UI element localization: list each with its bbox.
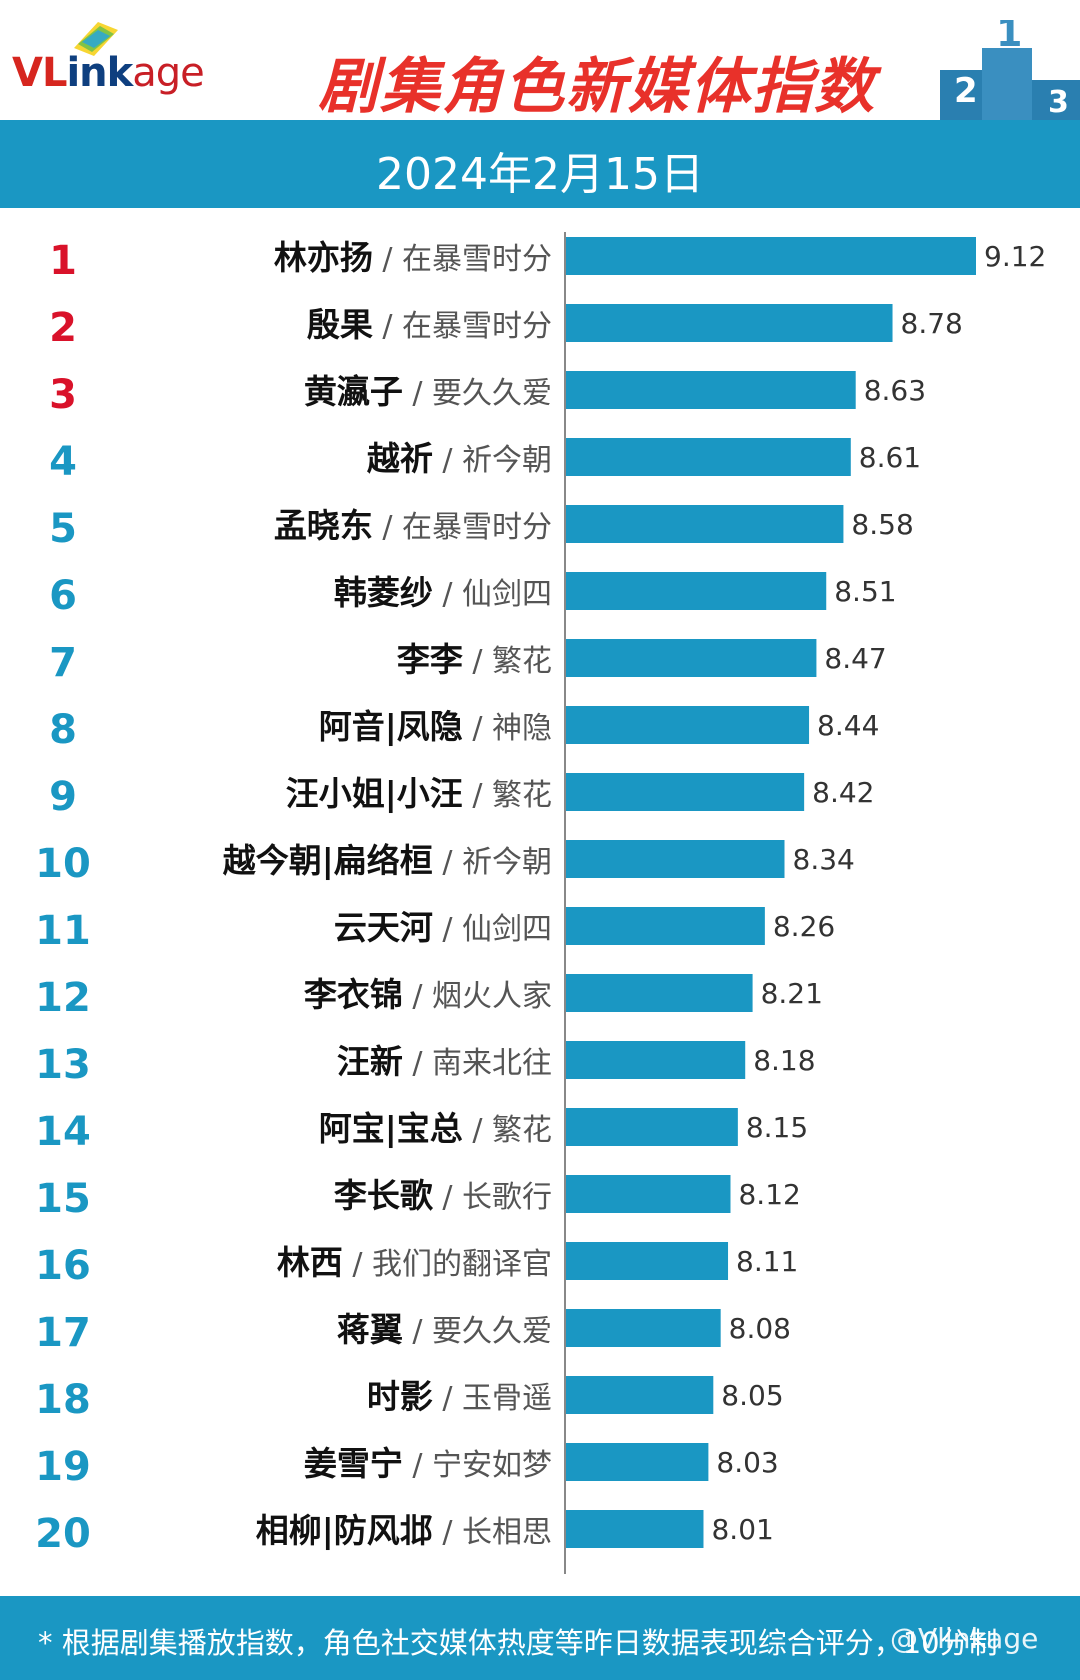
rank-label: 18 <box>35 1377 91 1423</box>
data-bar <box>566 371 856 409</box>
podium-label-1: 1 <box>996 20 1022 55</box>
category-label: 时影 / 玉骨遥 <box>367 1377 552 1416</box>
data-value-label: 8.42 <box>812 776 874 809</box>
rank-label: 16 <box>35 1243 91 1289</box>
data-value-label: 8.44 <box>817 709 879 742</box>
podium-label-3: 3 <box>1048 85 1069 120</box>
data-bar <box>566 572 827 610</box>
rank-label: 9 <box>49 774 77 820</box>
page-title: 剧集角色新媒体指数 <box>318 52 876 122</box>
brand-logo: VLinkage <box>12 50 205 96</box>
category-label: 韩菱纱 / 仙剑四 <box>334 573 552 612</box>
data-value-label: 9.12 <box>984 240 1046 273</box>
category-label: 林西 / 我们的翻译官 <box>277 1243 552 1282</box>
logo-mark-icon <box>74 22 118 56</box>
data-value-label: 8.61 <box>859 441 921 474</box>
data-bar <box>566 505 844 543</box>
rank-label: 3 <box>49 372 77 418</box>
rank-label: 12 <box>35 975 91 1021</box>
data-bar <box>566 237 976 275</box>
data-bar <box>566 1175 731 1213</box>
category-label: 李衣锦 / 烟火人家 <box>304 975 552 1014</box>
ranking-bar-chart: 1 林亦扬 / 在暴雪时分 9.12 2 殷果 / 在暴雪时分 8.78 3 黄瀛子 / 要久… <box>35 232 1046 1574</box>
category-label: 汪小姐|小汪 / 繁花 <box>286 774 552 813</box>
data-value-label: 8.01 <box>711 1513 773 1546</box>
rank-label: 11 <box>35 908 91 954</box>
data-bar <box>566 1041 746 1079</box>
data-value-label: 8.47 <box>824 642 886 675</box>
data-value-label: 8.63 <box>864 374 926 407</box>
category-label: 蒋翼 / 要久久爱 <box>337 1310 552 1349</box>
data-value-label: 8.26 <box>773 910 835 943</box>
logo-text-vl: VL <box>12 50 67 96</box>
data-bar <box>566 1443 709 1481</box>
data-value-label: 8.05 <box>721 1379 783 1412</box>
data-bar <box>566 706 810 744</box>
category-label: 姜雪宁 / 宁安如梦 <box>304 1444 552 1483</box>
rank-label: 17 <box>35 1310 91 1356</box>
logo-text-age: age <box>132 50 205 96</box>
data-bar <box>566 1309 721 1347</box>
data-value-label: 8.18 <box>753 1044 815 1077</box>
rank-label: 14 <box>35 1109 91 1155</box>
data-value-label: 8.21 <box>761 977 823 1010</box>
rank-label: 5 <box>49 506 77 552</box>
category-label: 阿音|凤隐 / 神隐 <box>319 707 552 746</box>
date-band <box>0 120 1080 208</box>
data-bar <box>566 773 805 811</box>
category-label: 越祈 / 祈今朝 <box>367 439 552 478</box>
category-label: 相柳|防风邶 / 长相思 <box>256 1511 552 1550</box>
data-bar <box>566 907 765 945</box>
category-label: 黄瀛子 / 要久久爱 <box>304 372 552 411</box>
data-bar <box>566 1242 729 1280</box>
data-value-label: 8.08 <box>729 1312 791 1345</box>
watermark: @Vlinkage <box>890 1622 1039 1655</box>
category-label: 殷果 / 在暴雪时分 <box>307 305 552 344</box>
data-value-label: 8.11 <box>736 1245 798 1278</box>
data-bar <box>566 840 785 878</box>
rank-label: 20 <box>35 1511 91 1557</box>
data-bar <box>566 438 851 476</box>
date-label: 2024年2月15日 <box>376 149 704 200</box>
category-label: 阿宝|宝总 / 繁花 <box>319 1109 552 1148</box>
category-label: 汪新 / 南来北往 <box>337 1042 552 1081</box>
data-value-label: 8.78 <box>901 307 963 340</box>
category-label: 云天河 / 仙剑四 <box>334 908 552 947</box>
rank-label: 13 <box>35 1042 91 1088</box>
category-label: 孟晓东 / 在暴雪时分 <box>274 506 552 545</box>
rank-label: 7 <box>49 640 77 686</box>
data-value-label: 8.58 <box>851 508 913 541</box>
data-value-label: 8.51 <box>834 575 896 608</box>
data-bar <box>566 304 893 342</box>
category-label: 李长歌 / 长歌行 <box>334 1176 552 1215</box>
data-value-label: 8.34 <box>793 843 855 876</box>
rank-label: 15 <box>35 1176 91 1222</box>
rank-label: 1 <box>49 238 77 284</box>
podium-icon: 2 1 3 <box>940 20 1080 120</box>
logo-text-ink: ink <box>66 50 133 96</box>
rank-label: 19 <box>35 1444 91 1490</box>
category-label: 林亦扬 / 在暴雪时分 <box>274 238 552 277</box>
data-bar <box>566 974 753 1012</box>
footnote: * 根据剧集播放指数，角色社交媒体热度等昨日数据表现综合评分，10分制 <box>38 1626 998 1660</box>
data-bar <box>566 1108 738 1146</box>
data-value-label: 8.12 <box>738 1178 800 1211</box>
header: VLinkage 剧集角色新媒体指数 2 1 3 <box>0 0 1080 122</box>
rank-label: 6 <box>49 573 77 619</box>
category-label: 越今朝|扁络桓 / 祈今朝 <box>223 841 552 880</box>
rank-label: 10 <box>35 841 91 887</box>
rank-label: 8 <box>49 707 77 753</box>
rank-label: 4 <box>49 439 77 485</box>
data-bar <box>566 1510 704 1548</box>
rank-label: 2 <box>49 305 77 351</box>
data-value-label: 8.15 <box>746 1111 808 1144</box>
footer-band <box>0 1596 1080 1680</box>
data-bar <box>566 1376 714 1414</box>
podium-label-2: 2 <box>954 71 978 111</box>
data-value-label: 8.03 <box>716 1446 778 1479</box>
category-label: 李李 / 繁花 <box>397 640 552 679</box>
data-bar <box>566 639 817 677</box>
